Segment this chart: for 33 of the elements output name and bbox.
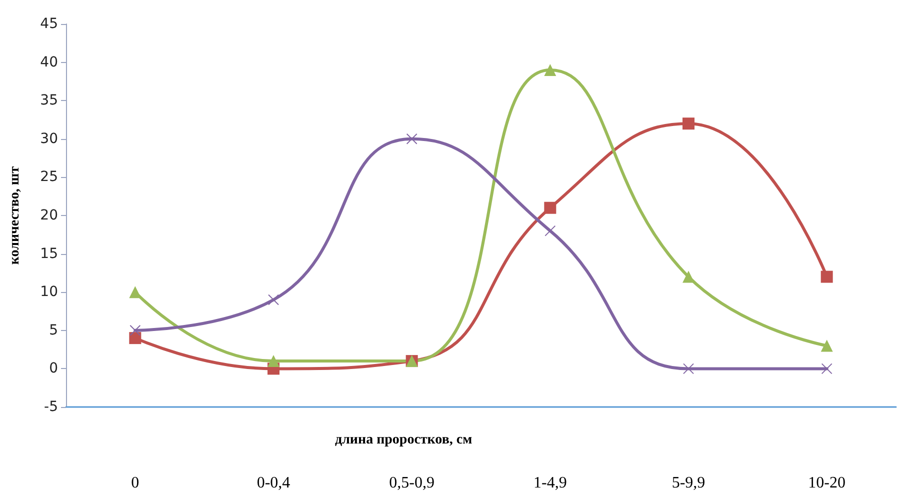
y-tick-label: 35 [40, 92, 58, 109]
point [682, 118, 694, 130]
point [682, 270, 694, 283]
point [820, 270, 833, 283]
x-tick-label: 0 [131, 474, 140, 492]
x-tick-label: 0,5-0,9 [389, 474, 434, 492]
point [130, 324, 141, 336]
y-tick-label: 15 [40, 246, 58, 262]
point [129, 332, 142, 344]
y-tick-label: 40 [40, 54, 58, 70]
point [268, 294, 279, 306]
x-tick-label: 10-20 [808, 474, 846, 492]
y-tick-label: -5 [44, 399, 58, 415]
point [821, 363, 832, 374]
x-tick-label: 0-0,4 [256, 474, 290, 492]
y-tick-label: 10 [40, 284, 58, 300]
point [683, 363, 694, 374]
y-tick-label: 5 [49, 322, 58, 338]
point [268, 355, 280, 368]
point [820, 340, 833, 352]
y-axis-title: количество, шт [8, 166, 22, 265]
y-tick-label: 0 [49, 360, 58, 377]
y-tick-label: 25 [40, 169, 58, 186]
y-tick-label: 30 [40, 130, 58, 147]
point [544, 202, 556, 214]
y-tick-label: 20 [40, 208, 58, 224]
point [544, 225, 556, 236]
point [544, 64, 556, 76]
x-tick-label: 5-9,9 [672, 474, 706, 492]
x-tick-label: 1-4,9 [534, 474, 567, 492]
point [406, 133, 418, 144]
y-tick-label: 45 [40, 16, 58, 32]
x-axis-title: длина проростков, см [335, 432, 473, 448]
